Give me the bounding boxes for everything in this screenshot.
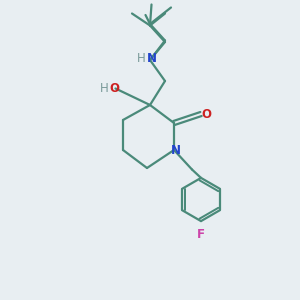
Text: H: H — [100, 82, 109, 95]
Text: O: O — [109, 82, 119, 95]
Text: O: O — [201, 107, 212, 121]
Text: H: H — [137, 52, 146, 65]
Text: N: N — [171, 143, 181, 157]
Text: N: N — [146, 52, 157, 65]
Text: F: F — [197, 228, 205, 241]
